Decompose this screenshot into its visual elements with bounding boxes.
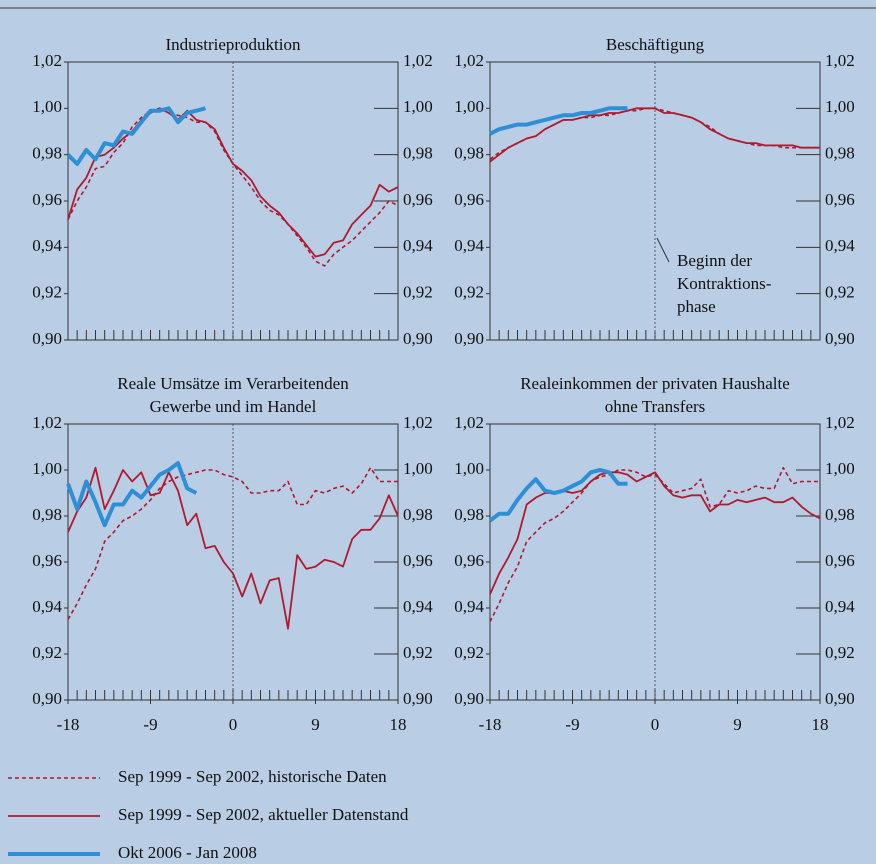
annotation: phase — [677, 297, 716, 316]
annotation: Kontraktions- — [677, 274, 772, 293]
chart-title: Industrieproduktion — [165, 35, 301, 54]
annotation: Beginn der — [677, 251, 752, 270]
y-tick-label: 0,90 — [32, 329, 62, 348]
y-tick-label: 1,00 — [32, 97, 62, 116]
series-line — [67, 466, 399, 630]
x-tick-label: -18 — [57, 715, 80, 734]
y2-tick-label: 0,98 — [403, 505, 433, 524]
y-tick-label: 1,02 — [32, 51, 62, 70]
x-tick-label: -18 — [479, 715, 502, 734]
series-line — [488, 468, 628, 523]
y2-tick-label: 0,92 — [403, 643, 433, 662]
y2-tick-label: 0,98 — [825, 144, 855, 163]
x-tick-label: 9 — [311, 715, 320, 734]
legend-label: Okt 2006 - Jan 2008 — [118, 843, 257, 862]
y-tick-label: 1,00 — [32, 459, 62, 478]
y2-tick-label: 1,02 — [825, 413, 855, 432]
y2-tick-label: 1,00 — [403, 97, 433, 116]
y-tick-label: 0,96 — [32, 190, 62, 209]
x-tick-label: -9 — [565, 715, 579, 734]
series-line — [489, 471, 821, 595]
y2-tick-label: 0,96 — [825, 190, 855, 209]
y-tick-label: 0,94 — [32, 597, 62, 616]
chart-title: Reale Umsätze im Verarbeitenden — [117, 374, 349, 393]
series-line — [67, 107, 399, 258]
x-tick-label: 18 — [390, 715, 407, 734]
y-tick-label: 0,90 — [454, 329, 484, 348]
x-tick-label: 9 — [733, 715, 742, 734]
y2-tick-label: 0,94 — [825, 597, 855, 616]
y-tick-label: 0,90 — [454, 689, 484, 708]
y-tick-label: 0,96 — [32, 551, 62, 570]
y2-tick-label: 1,02 — [825, 51, 855, 70]
y2-tick-label: 0,90 — [403, 689, 433, 708]
y-tick-label: 1,02 — [454, 413, 484, 432]
y2-tick-label: 1,00 — [825, 97, 855, 116]
y2-tick-label: 0,96 — [825, 551, 855, 570]
y-tick-label: 0,94 — [32, 236, 62, 255]
legend-label: Sep 1999 - Sep 2002, historische Daten — [118, 767, 387, 786]
y2-tick-label: 0,94 — [825, 236, 855, 255]
chart-title: Beschäftigung — [606, 35, 705, 54]
y-tick-label: 1,02 — [454, 51, 484, 70]
y2-tick-label: 0,98 — [403, 144, 433, 163]
y-tick-label: 0,92 — [32, 283, 62, 302]
series-line — [66, 106, 207, 166]
y2-tick-label: 1,00 — [825, 459, 855, 478]
y2-tick-label: 0,90 — [825, 329, 855, 348]
annotation-leader — [656, 237, 670, 263]
x-tick-label: -9 — [143, 715, 157, 734]
y2-tick-label: 0,96 — [403, 551, 433, 570]
y-tick-label: 0,92 — [454, 643, 484, 662]
x-tick-label: 0 — [229, 715, 238, 734]
y-tick-label: 0,92 — [454, 283, 484, 302]
y2-tick-label: 0,94 — [403, 236, 433, 255]
y-tick-label: 1,00 — [454, 97, 484, 116]
chart-title: Realeinkommen der privaten Haushalte — [520, 374, 790, 393]
series-line — [489, 466, 820, 623]
y-tick-label: 0,98 — [32, 505, 62, 524]
series-line — [66, 461, 198, 528]
x-tick-label: 18 — [812, 715, 829, 734]
series-line — [67, 466, 398, 620]
y-tick-label: 1,00 — [454, 459, 484, 478]
x-tick-label: 0 — [651, 715, 660, 734]
y-tick-label: 0,94 — [454, 597, 484, 616]
y2-tick-label: 0,94 — [403, 597, 433, 616]
y-tick-label: 0,96 — [454, 551, 484, 570]
y2-tick-label: 0,90 — [825, 689, 855, 708]
y-tick-label: 0,96 — [454, 190, 484, 209]
y2-tick-label: 0,92 — [403, 283, 433, 302]
chart-title: ohne Transfers — [605, 397, 706, 416]
series-line — [489, 107, 820, 163]
y2-tick-label: 1,02 — [403, 413, 433, 432]
series-line — [489, 106, 628, 136]
y2-tick-label: 0,90 — [403, 329, 433, 348]
y-tick-label: 0,98 — [32, 144, 62, 163]
legend-label: Sep 1999 - Sep 2002, aktueller Datenstan… — [118, 805, 409, 824]
y2-tick-label: 0,98 — [825, 505, 855, 524]
y2-tick-label: 1,02 — [403, 51, 433, 70]
y-tick-label: 0,90 — [32, 689, 62, 708]
y-tick-label: 0,98 — [454, 505, 484, 524]
y2-tick-label: 0,92 — [825, 643, 855, 662]
y2-tick-label: 1,00 — [403, 459, 433, 478]
y-tick-label: 0,98 — [454, 144, 484, 163]
y-tick-label: 0,94 — [454, 236, 484, 255]
y-tick-label: 1,02 — [32, 413, 62, 432]
y2-tick-label: 0,96 — [403, 190, 433, 209]
y-tick-label: 0,92 — [32, 643, 62, 662]
y2-tick-label: 0,92 — [825, 283, 855, 302]
chart-title: Gewerbe und im Handel — [150, 397, 317, 416]
